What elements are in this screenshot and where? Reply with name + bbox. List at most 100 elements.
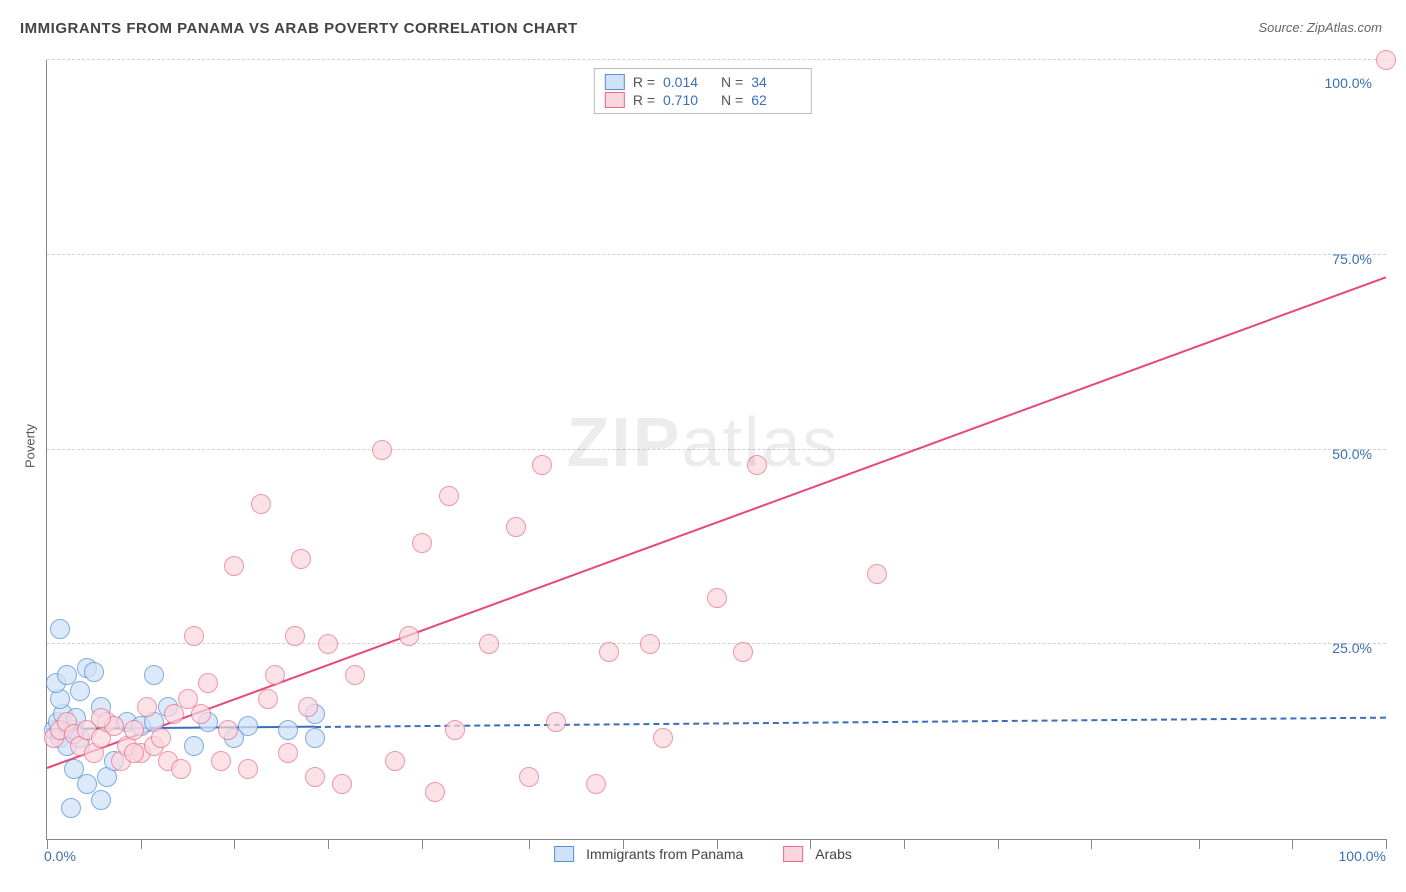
gridline [47, 254, 1386, 255]
source-label: Source: ZipAtlas.com [1258, 20, 1382, 35]
data-point-arabs [439, 486, 459, 506]
data-point-arabs [599, 642, 619, 662]
data-point-arabs [1376, 50, 1396, 70]
data-point-panama [77, 658, 97, 678]
data-point-arabs [425, 782, 445, 802]
data-point-panama [305, 728, 325, 748]
data-point-arabs [532, 455, 552, 475]
gridline [47, 449, 1386, 450]
data-point-arabs [318, 634, 338, 654]
data-point-panama [97, 767, 117, 787]
data-point-panama [91, 790, 111, 810]
data-point-panama [50, 728, 70, 748]
y-tick-label: 75.0% [1332, 251, 1372, 267]
data-point-panama [84, 662, 104, 682]
data-point-panama [57, 736, 77, 756]
data-point-panama [117, 712, 137, 732]
data-point-panama [64, 759, 84, 779]
data-point-arabs [117, 736, 137, 756]
x-tick [141, 839, 142, 849]
legend-box-bottom: Immigrants from Panama Arabs [554, 846, 852, 862]
data-point-arabs [97, 712, 117, 732]
legend-n-label: N = [721, 92, 743, 108]
data-point-arabs [131, 743, 151, 763]
legend-label-arabs: Arabs [815, 846, 852, 862]
data-point-arabs [305, 767, 325, 787]
data-point-arabs [70, 736, 90, 756]
data-point-arabs [867, 564, 887, 584]
data-point-panama [91, 697, 111, 717]
data-point-arabs [164, 704, 184, 724]
data-point-arabs [332, 774, 352, 794]
legend-swatch-panama [605, 74, 625, 90]
x-max-label: 100.0% [1339, 848, 1386, 864]
data-point-panama [50, 619, 70, 639]
legend-r-label: R = [633, 74, 655, 90]
data-point-arabs [298, 697, 318, 717]
data-point-arabs [77, 720, 97, 740]
data-point-panama [46, 673, 66, 693]
data-point-arabs [291, 549, 311, 569]
data-point-arabs [479, 634, 499, 654]
data-point-arabs [50, 720, 70, 740]
x-tick [904, 839, 905, 849]
data-point-panama [48, 712, 68, 732]
data-point-arabs [519, 767, 539, 787]
data-point-panama [224, 728, 244, 748]
legend-n-value: 62 [751, 92, 801, 108]
x-tick [1199, 839, 1200, 849]
y-axis-label: Poverty [23, 424, 38, 468]
data-point-panama [184, 736, 204, 756]
x-tick [234, 839, 235, 849]
legend-swatch-panama [554, 846, 574, 862]
data-point-panama [53, 704, 73, 724]
data-point-arabs [57, 712, 77, 732]
data-point-panama [305, 704, 325, 724]
legend-row: R = 0.014 N = 34 [605, 73, 801, 91]
trendline [47, 276, 1387, 769]
data-point-panama [61, 798, 81, 818]
data-point-arabs [733, 642, 753, 662]
data-point-panama [158, 697, 178, 717]
data-point-arabs [707, 588, 727, 608]
data-point-panama [57, 665, 77, 685]
chart-title: IMMIGRANTS FROM PANAMA VS ARAB POVERTY C… [20, 20, 578, 37]
data-point-panama [44, 720, 64, 740]
data-point-arabs [137, 697, 157, 717]
x-tick [529, 839, 530, 849]
data-point-arabs [111, 751, 131, 771]
data-point-arabs [747, 455, 767, 475]
x-tick [328, 839, 329, 849]
data-point-arabs [191, 704, 211, 724]
data-point-panama [278, 720, 298, 740]
data-point-arabs [124, 743, 144, 763]
data-point-arabs [158, 751, 178, 771]
data-point-arabs [171, 759, 191, 779]
data-point-arabs [506, 517, 526, 537]
trendline [47, 726, 315, 730]
data-point-panama [198, 712, 218, 732]
legend-r-label: R = [633, 92, 655, 108]
data-point-arabs [124, 720, 144, 740]
data-point-panama [131, 716, 151, 736]
data-point-arabs [251, 494, 271, 514]
data-point-arabs [653, 728, 673, 748]
legend-label-panama: Immigrants from Panama [586, 846, 743, 862]
legend-n-label: N = [721, 74, 743, 90]
data-point-arabs [91, 728, 111, 748]
data-point-arabs [84, 743, 104, 763]
x-tick [1091, 839, 1092, 849]
x-tick [422, 839, 423, 849]
data-point-arabs [258, 689, 278, 709]
y-tick-label: 100.0% [1325, 75, 1372, 91]
data-point-arabs [445, 720, 465, 740]
x-tick [998, 839, 999, 849]
data-point-arabs [198, 673, 218, 693]
data-point-panama [104, 751, 124, 771]
data-point-arabs [385, 751, 405, 771]
data-point-panama [70, 681, 90, 701]
legend-swatch-arabs [783, 846, 803, 862]
legend-row: R = 0.710 N = 62 [605, 91, 801, 109]
data-point-arabs [104, 716, 124, 736]
data-point-panama [238, 716, 258, 736]
